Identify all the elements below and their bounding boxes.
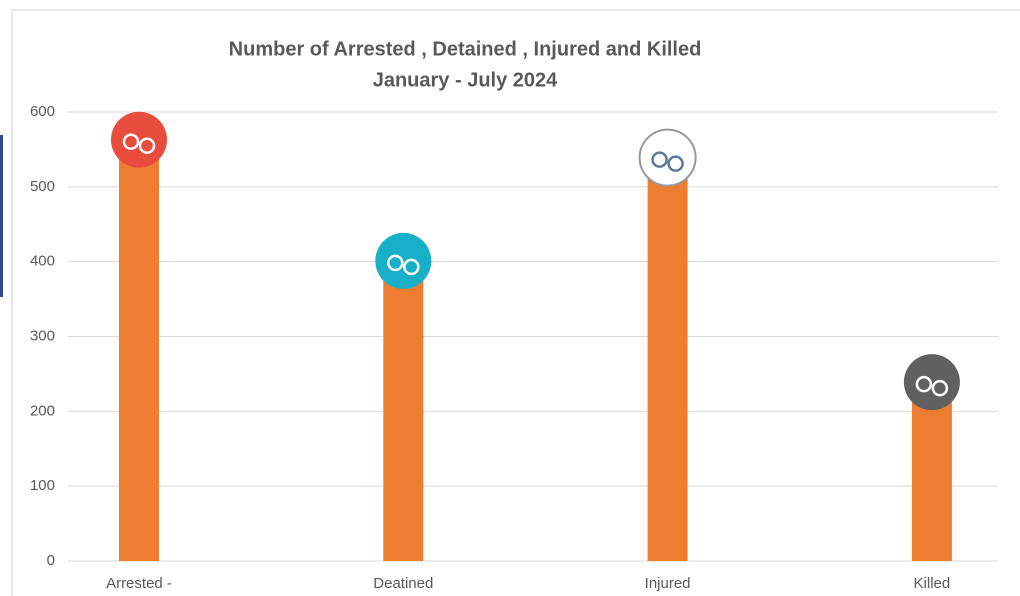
x-tick-label: Injured	[645, 575, 691, 592]
x-tick-label: Killed	[914, 575, 951, 592]
bar	[647, 157, 688, 562]
bar	[911, 382, 952, 561]
y-tick-label: 100	[30, 477, 55, 494]
x-tick-label: Deatined	[373, 575, 433, 592]
x-tick-label: Arrested -	[106, 575, 172, 592]
icon-glyph	[387, 254, 404, 272]
icon-glyph	[122, 133, 140, 150]
icon-glyph	[403, 258, 420, 276]
y-tick-label: 600	[30, 103, 55, 120]
bar	[119, 139, 159, 561]
y-tick-label: 300	[30, 327, 55, 344]
y-tick-label: 0	[47, 552, 55, 569]
edge-accent	[0, 135, 3, 297]
y-tick-label: 500	[30, 178, 55, 195]
icon-glyph	[931, 379, 949, 397]
icon-glyph	[915, 375, 933, 393]
chart-subtitle: January - July 2024	[373, 69, 558, 91]
y-tick-label: 200	[30, 402, 55, 419]
icon-glyph	[138, 137, 156, 154]
icon-glyph	[651, 151, 668, 168]
bar	[383, 260, 424, 561]
icon-glyph	[667, 155, 684, 172]
y-tick-label: 400	[30, 253, 55, 270]
chart-title: Number of Arrested , Detained , Injured …	[229, 38, 702, 60]
